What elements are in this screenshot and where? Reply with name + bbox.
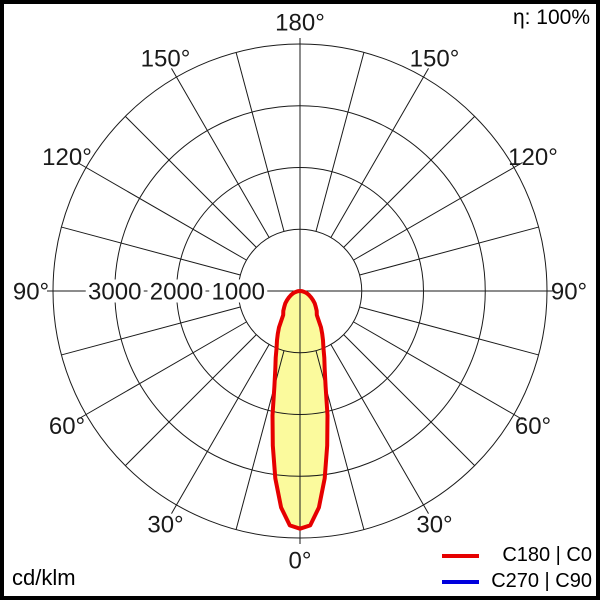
angle-label: 30° [147, 512, 183, 539]
grid-spoke [353, 321, 523, 420]
angle-label: 30° [416, 512, 452, 539]
angle-label: 90° [551, 279, 587, 306]
grid-spoke [315, 52, 365, 232]
curve-c180-c0 [270, 289, 330, 531]
legend-line-blue-icon [442, 579, 479, 584]
radial-label-mask [147, 279, 206, 303]
radial-label-mask [85, 279, 144, 303]
grid-spoke [61, 306, 241, 356]
grid-spoke [343, 334, 476, 467]
legend-label-c180-c0: C180 | C0 [502, 544, 592, 566]
angle-label: 150° [141, 46, 191, 73]
grid-spoke [343, 115, 476, 248]
efficiency-label: η: 100% [512, 6, 590, 29]
grid-spoke [330, 344, 429, 514]
grid-spoke [171, 344, 270, 514]
grid-spoke [77, 162, 247, 261]
radial-value-label: 3000 [88, 279, 141, 306]
legend-line-red-icon [442, 553, 479, 558]
legend-item-c270-c90: C270 | C90 [442, 570, 592, 593]
angle-label: 90° [13, 279, 49, 306]
angle-label: 120° [508, 144, 558, 171]
grid-spoke [124, 334, 257, 467]
angle-label: 180° [275, 10, 325, 37]
grid-spoke [330, 68, 429, 238]
grid-spoke [353, 162, 523, 261]
angle-label: 60° [515, 413, 551, 440]
grid-spoke [124, 115, 257, 248]
legend: C180 | C0 C270 | C90 [442, 544, 592, 593]
radial-value-label: 2000 [150, 279, 203, 306]
grid-spoke [61, 226, 241, 276]
legend-item-c180-c0: C180 | C0 [442, 544, 592, 567]
grid-spoke [359, 226, 539, 276]
radial-value-label: 1000 [212, 279, 265, 306]
grid-spoke [235, 52, 285, 232]
angle-label: 150° [410, 46, 460, 73]
unit-label: cd/klm [12, 565, 76, 590]
angle-label: 60° [49, 413, 85, 440]
angle-label: 0° [289, 548, 312, 575]
legend-label-c270-c90: C270 | C90 [491, 570, 592, 592]
angle-label: 120° [42, 144, 92, 171]
grid-spoke [77, 321, 247, 420]
radial-label-mask [209, 279, 268, 303]
grid-spoke [171, 68, 270, 238]
grid-spoke [359, 306, 539, 356]
